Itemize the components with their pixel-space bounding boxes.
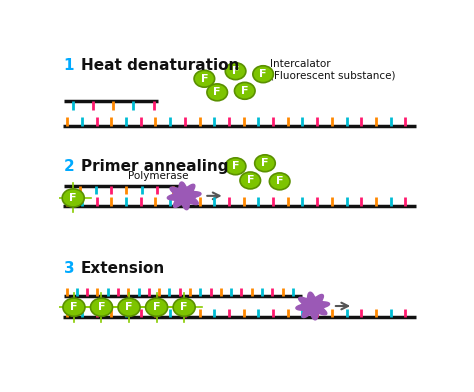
Text: F: F	[261, 158, 269, 168]
Circle shape	[173, 298, 195, 316]
Text: 3: 3	[64, 261, 74, 276]
Text: F: F	[276, 176, 283, 186]
Text: F: F	[70, 193, 77, 203]
Text: Heat denaturation: Heat denaturation	[81, 58, 239, 73]
Text: F: F	[125, 302, 133, 312]
Circle shape	[235, 82, 255, 99]
Circle shape	[255, 155, 275, 172]
Polygon shape	[167, 182, 201, 210]
Circle shape	[207, 84, 228, 101]
Text: Primer annealing: Primer annealing	[81, 159, 228, 174]
Text: Intercalator
(Fluorescent substance): Intercalator (Fluorescent substance)	[271, 59, 396, 81]
Text: F: F	[181, 302, 188, 312]
Text: F: F	[213, 87, 221, 97]
Circle shape	[91, 298, 112, 316]
Circle shape	[225, 158, 246, 175]
Circle shape	[63, 298, 85, 316]
Text: Polymerase: Polymerase	[128, 171, 189, 181]
Text: F: F	[259, 69, 267, 79]
Text: 1: 1	[64, 58, 74, 73]
Text: F: F	[98, 302, 105, 312]
Circle shape	[269, 173, 290, 190]
Text: Extension: Extension	[81, 261, 165, 276]
Polygon shape	[296, 292, 329, 320]
Circle shape	[146, 298, 168, 316]
Circle shape	[62, 189, 84, 207]
Circle shape	[225, 63, 246, 80]
Circle shape	[253, 66, 273, 83]
Text: F: F	[246, 176, 254, 185]
Circle shape	[118, 298, 140, 316]
Circle shape	[194, 70, 215, 87]
Text: 2: 2	[64, 159, 74, 174]
Text: F: F	[232, 66, 239, 76]
Text: F: F	[241, 86, 248, 96]
Text: F: F	[70, 302, 78, 312]
Text: F: F	[153, 302, 160, 312]
Text: F: F	[201, 74, 208, 84]
Circle shape	[240, 172, 261, 189]
Text: F: F	[232, 161, 239, 171]
